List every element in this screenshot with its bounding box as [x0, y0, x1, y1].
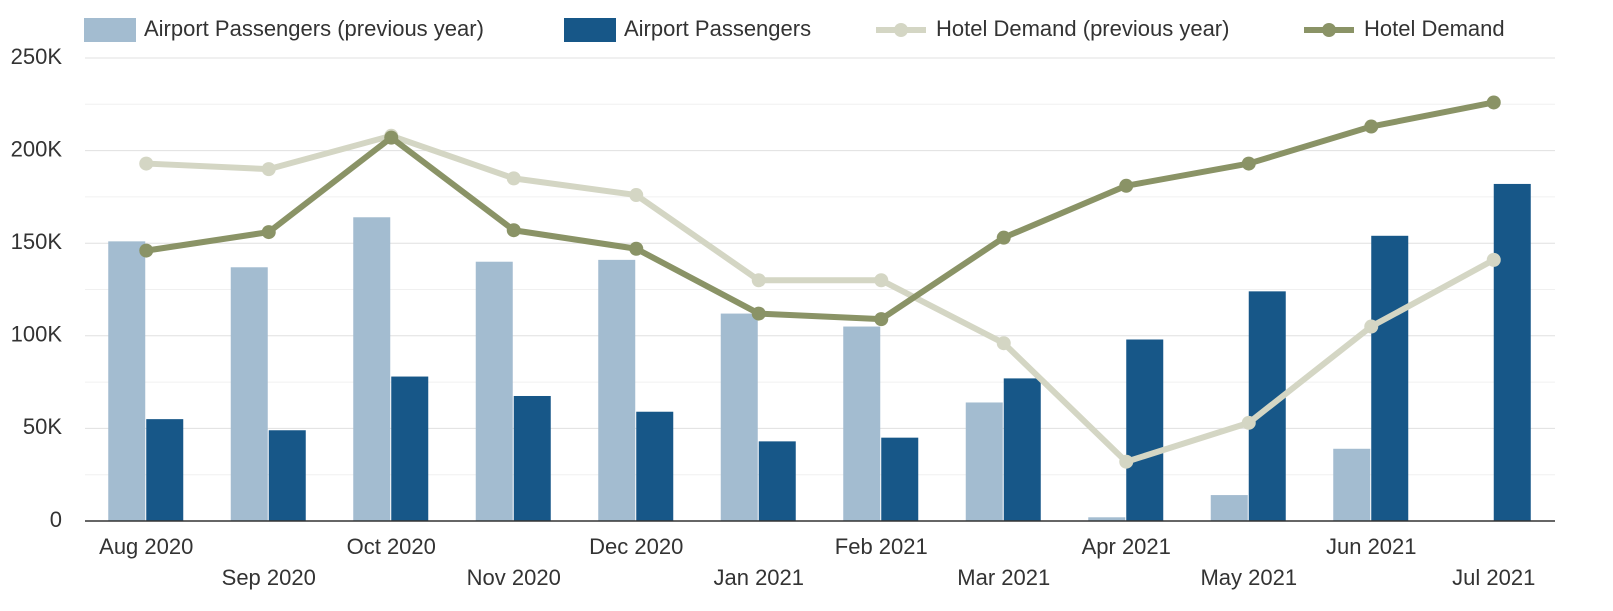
bar: [720, 313, 758, 521]
bar: [1003, 378, 1041, 521]
bar: [1371, 235, 1409, 522]
line-marker: [874, 273, 889, 288]
bar: [268, 430, 306, 521]
legend-swatch: [564, 18, 616, 42]
line-marker: [139, 243, 154, 258]
line-marker: [629, 188, 644, 203]
line-marker: [1119, 178, 1134, 193]
y-tick-label: 50K: [23, 414, 62, 439]
bar: [353, 217, 391, 521]
y-tick-label: 200K: [11, 136, 63, 161]
x-tick-label: Jan 2021: [713, 565, 804, 590]
x-tick-label: Jul 2021: [1452, 565, 1535, 590]
bar: [1088, 517, 1126, 521]
bar: [598, 259, 636, 521]
y-tick-label: 250K: [11, 44, 63, 69]
bar: [391, 376, 429, 521]
x-tick-label: Apr 2021: [1082, 534, 1171, 559]
legend-marker: [894, 23, 908, 37]
bar: [108, 241, 146, 521]
bar: [230, 267, 268, 521]
legend-label: Airport Passengers: [624, 16, 811, 41]
y-tick-label: 0: [50, 507, 62, 532]
line-marker: [1241, 156, 1256, 171]
line: [146, 132, 1496, 465]
bar: [1126, 339, 1164, 521]
x-tick-label: May 2021: [1200, 565, 1297, 590]
x-tick-label: Nov 2020: [467, 565, 561, 590]
line-marker: [384, 130, 399, 145]
bar: [881, 437, 919, 521]
x-tick-label: Dec 2020: [589, 534, 683, 559]
line-marker: [996, 336, 1011, 351]
x-tick-label: Aug 2020: [99, 534, 193, 559]
line-marker: [139, 156, 154, 171]
legend-swatch: [84, 18, 136, 42]
x-tick-label: Oct 2020: [347, 534, 436, 559]
x-tick-label: Feb 2021: [835, 534, 928, 559]
line-marker: [751, 306, 766, 321]
legend-label: Airport Passengers (previous year): [144, 16, 484, 41]
bar: [1210, 495, 1248, 521]
line-marker: [506, 223, 521, 238]
legend-marker: [1322, 23, 1336, 37]
x-tick-label: Sep 2020: [222, 565, 316, 590]
line-marker: [629, 241, 644, 256]
bar: [1333, 448, 1371, 521]
bar: [1493, 183, 1531, 521]
legend-label: Hotel Demand: [1364, 16, 1505, 41]
line-marker: [1486, 252, 1501, 267]
line-marker: [874, 312, 889, 327]
line-marker: [1241, 415, 1256, 430]
line-marker: [996, 230, 1011, 245]
line-marker: [1119, 454, 1134, 469]
x-tick-label: Mar 2021: [957, 565, 1050, 590]
bar: [636, 411, 674, 521]
line-marker: [261, 162, 276, 177]
line-marker: [1486, 95, 1501, 110]
line-marker: [1364, 119, 1379, 134]
x-tick-label: Jun 2021: [1326, 534, 1417, 559]
line-marker: [261, 225, 276, 240]
bar: [146, 419, 184, 521]
y-tick-label: 150K: [11, 229, 63, 254]
y-tick-label: 100K: [11, 322, 63, 347]
bar: [965, 402, 1003, 521]
legend-label: Hotel Demand (previous year): [936, 16, 1229, 41]
line-marker: [1364, 319, 1379, 334]
line-marker: [506, 171, 521, 186]
line-marker: [751, 273, 766, 288]
line: [145, 99, 1495, 323]
bar: [513, 395, 551, 521]
bar: [758, 441, 796, 521]
bar: [843, 326, 881, 521]
bar: [475, 261, 513, 521]
